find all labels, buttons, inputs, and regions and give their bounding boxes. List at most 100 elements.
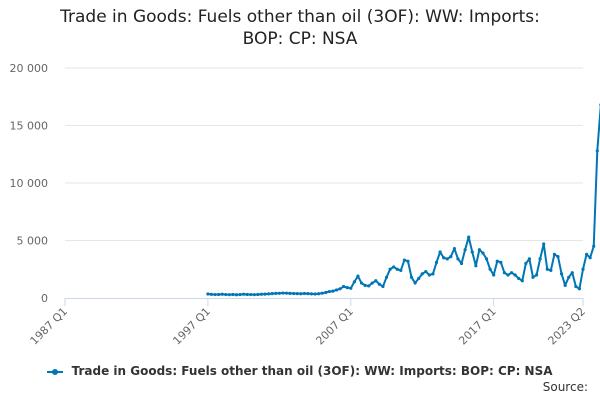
data-point[interactable]	[563, 283, 567, 287]
data-point[interactable]	[445, 257, 449, 261]
data-point[interactable]	[559, 272, 564, 276]
data-point[interactable]	[517, 276, 521, 281]
data-point[interactable]	[363, 283, 367, 287]
data-point[interactable]	[349, 286, 353, 290]
data-point[interactable]	[356, 274, 360, 278]
data-point[interactable]	[381, 284, 385, 289]
data-point[interactable]	[384, 275, 389, 279]
data-point[interactable]	[592, 244, 596, 248]
data-point[interactable]	[492, 273, 496, 277]
data-point[interactable]	[495, 259, 499, 263]
data-point[interactable]	[549, 268, 553, 272]
data-point[interactable]	[534, 273, 539, 277]
data-point[interactable]	[413, 281, 417, 285]
data-point[interactable]	[295, 292, 299, 296]
data-point[interactable]	[417, 276, 421, 281]
data-point[interactable]	[552, 252, 557, 256]
data-point[interactable]	[467, 235, 471, 239]
data-point[interactable]	[438, 250, 442, 254]
data-point[interactable]	[463, 248, 467, 252]
data-point[interactable]	[249, 292, 253, 297]
data-point[interactable]	[245, 292, 249, 297]
data-point[interactable]	[409, 275, 414, 279]
data-point[interactable]	[577, 287, 582, 291]
data-point[interactable]	[259, 292, 264, 296]
data-point[interactable]	[509, 271, 514, 275]
data-point[interactable]	[227, 293, 231, 297]
data-point[interactable]	[420, 272, 424, 276]
data-point[interactable]	[470, 250, 474, 254]
data-point[interactable]	[256, 292, 260, 297]
data-point[interactable]	[584, 252, 589, 256]
data-point[interactable]	[399, 268, 403, 272]
data-point[interactable]	[327, 289, 331, 294]
data-point[interactable]	[506, 273, 510, 277]
data-point[interactable]	[231, 292, 235, 297]
data-point[interactable]	[352, 280, 356, 284]
data-point[interactable]	[284, 291, 289, 295]
data-point[interactable]	[524, 261, 528, 266]
data-point[interactable]	[481, 251, 485, 255]
data-point[interactable]	[499, 260, 503, 264]
data-point[interactable]	[234, 293, 239, 297]
data-point[interactable]	[263, 292, 267, 296]
data-point[interactable]	[274, 291, 278, 295]
data-point[interactable]	[345, 286, 349, 290]
data-point[interactable]	[459, 261, 464, 266]
data-point[interactable]	[449, 255, 453, 259]
data-point[interactable]	[324, 290, 328, 295]
data-point[interactable]	[484, 257, 489, 261]
data-point[interactable]	[488, 267, 492, 271]
data-point[interactable]	[374, 279, 378, 283]
data-point[interactable]	[252, 293, 256, 297]
data-point[interactable]	[242, 292, 246, 296]
data-point[interactable]	[334, 288, 339, 292]
data-point[interactable]	[531, 275, 535, 279]
data-point[interactable]	[574, 284, 578, 289]
data-point[interactable]	[477, 248, 481, 252]
data-point[interactable]	[302, 291, 306, 296]
data-point[interactable]	[320, 291, 324, 295]
data-point[interactable]	[431, 272, 435, 276]
source-label[interactable]: Source:	[542, 380, 588, 394]
data-point[interactable]	[545, 267, 549, 271]
data-point[interactable]	[424, 269, 428, 274]
data-point[interactable]	[267, 292, 271, 296]
data-point[interactable]	[538, 257, 542, 261]
data-point[interactable]	[288, 291, 292, 295]
data-point[interactable]	[338, 287, 342, 291]
data-point[interactable]	[270, 292, 274, 296]
data-point[interactable]	[209, 292, 214, 296]
data-point[interactable]	[342, 284, 346, 289]
data-point[interactable]	[388, 267, 392, 271]
data-point[interactable]	[217, 292, 221, 297]
data-point[interactable]	[281, 291, 285, 295]
data-point[interactable]	[406, 259, 410, 263]
data-point[interactable]	[377, 282, 381, 286]
data-point[interactable]	[434, 260, 439, 264]
data-point[interactable]	[370, 281, 374, 285]
data-point[interactable]	[220, 292, 224, 296]
data-point[interactable]	[313, 292, 317, 296]
data-point[interactable]	[567, 275, 571, 279]
data-point[interactable]	[395, 267, 399, 271]
data-point[interactable]	[502, 271, 507, 275]
data-point[interactable]	[306, 292, 310, 296]
data-point[interactable]	[359, 281, 364, 285]
data-point[interactable]	[513, 273, 517, 277]
data-point[interactable]	[224, 292, 228, 297]
data-point[interactable]	[367, 284, 371, 288]
data-point[interactable]	[299, 292, 303, 296]
data-point[interactable]	[213, 292, 217, 297]
data-point[interactable]	[292, 291, 296, 296]
data-point[interactable]	[542, 242, 546, 246]
data-point[interactable]	[456, 257, 460, 261]
data-point[interactable]	[206, 292, 210, 296]
data-point[interactable]	[595, 149, 599, 153]
data-point[interactable]	[317, 292, 321, 296]
data-point[interactable]	[309, 292, 314, 296]
data-point[interactable]	[277, 291, 281, 295]
data-point[interactable]	[442, 256, 446, 260]
data-point[interactable]	[452, 246, 456, 251]
data-point[interactable]	[581, 267, 585, 271]
